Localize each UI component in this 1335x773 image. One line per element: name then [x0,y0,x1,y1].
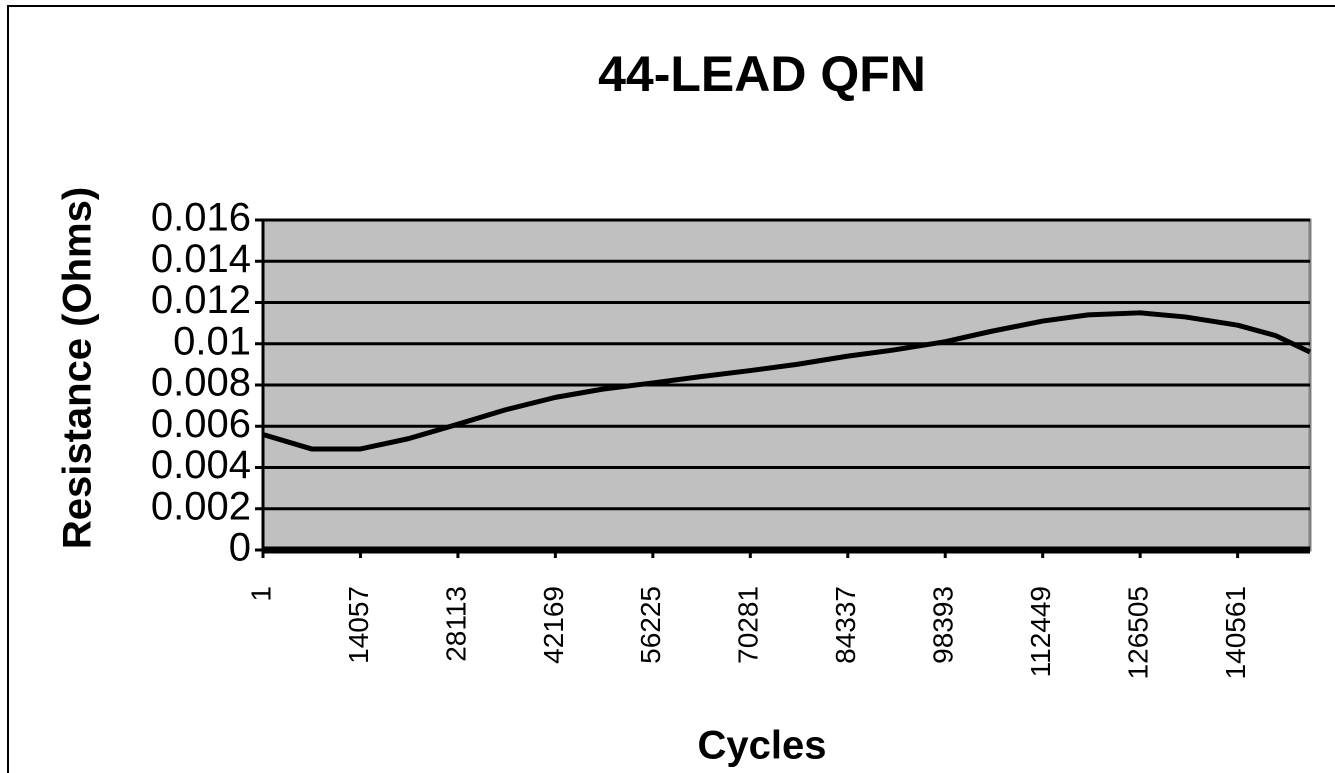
y-tick-label: 0.008 [151,361,251,405]
x-axis-label: Cycles [698,724,827,768]
y-axis-label: Resistance (Ohms) [56,187,100,549]
x-tick-label: 140561 [1220,586,1251,679]
x-tick-label: 70281 [733,586,764,664]
y-tick-label: 0 [229,526,251,570]
x-tick-label: 28113 [440,586,471,662]
x-tick-label: 126505 [1123,586,1154,679]
x-tick-label: 56225 [635,586,666,664]
x-tick-label: 14057 [343,586,374,664]
x-tick-label: 42169 [538,586,569,664]
chart-title: 44-LEAD QFN [598,46,926,102]
y-tick-label: 0.016 [151,196,251,240]
y-tick-label: 0.006 [151,402,251,446]
x-tick-label: 84337 [830,586,861,664]
x-tick-label: 1 [245,586,276,602]
y-tick-label: 0.004 [151,443,251,487]
y-tick-label: 0.01 [173,319,251,363]
y-tick-label: 0.014 [151,237,251,281]
y-tick-label: 0.002 [151,484,251,528]
y-tick-label: 0.012 [151,278,251,322]
x-tick-label: 98393 [928,586,959,664]
x-tick-label: 112449 [1025,586,1056,677]
line-series [262,310,1312,452]
